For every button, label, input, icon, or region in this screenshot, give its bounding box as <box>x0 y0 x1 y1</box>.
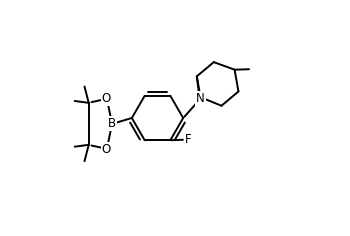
Text: N: N <box>196 92 205 105</box>
Text: B: B <box>108 117 116 130</box>
Text: F: F <box>185 133 191 146</box>
Text: O: O <box>102 143 111 156</box>
Text: O: O <box>102 92 111 105</box>
